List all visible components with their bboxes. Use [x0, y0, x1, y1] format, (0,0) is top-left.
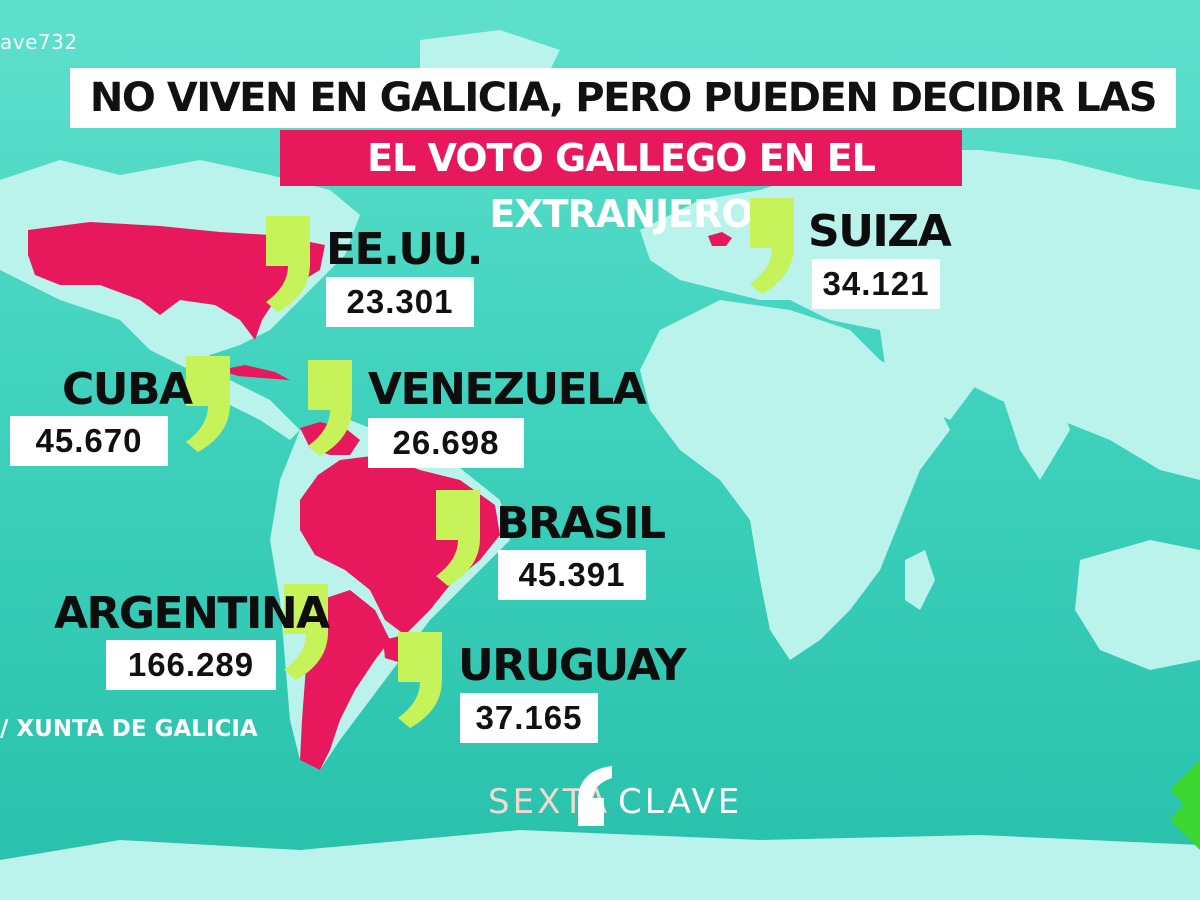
country-value-brazil: 45.391 [498, 550, 646, 600]
country-name-venezuela: VENEZUELA [368, 364, 647, 415]
highlight-switzerland [708, 232, 732, 246]
country-value-cuba: 45.670 [10, 416, 168, 466]
country-value-switzerland: 34.121 [812, 259, 940, 309]
hashtag-text: ave732 [0, 30, 78, 54]
headline-title: NO VIVEN EN GALICIA, PERO PUEDEN DECIDIR… [70, 68, 1176, 181]
land-australia [1075, 540, 1200, 670]
country-value-usa: 23.301 [326, 277, 474, 327]
country-name-cuba: CUBA [62, 364, 193, 415]
quote-mark-icon [266, 216, 310, 312]
country-name-argentina: ARGENTINA [54, 588, 330, 639]
quote-mark-icon [284, 584, 328, 680]
country-value-argentina: 166.289 [106, 640, 276, 690]
logo-quote-icon [578, 766, 612, 826]
country-name-usa: EE.UU. [326, 224, 484, 275]
corner-logo-icon [1170, 760, 1200, 850]
land-arabia [880, 330, 980, 420]
highlight-usa [28, 222, 325, 340]
quote-mark-icon [186, 356, 230, 452]
highlight-cuba [220, 365, 290, 380]
land-india [1000, 390, 1070, 480]
country-name-brazil: BRASIL [496, 498, 666, 549]
quote-mark-icon [436, 490, 480, 586]
sexta-clave-logo: SEXTA CLAVE [488, 760, 739, 830]
quote-mark-icon [398, 632, 442, 728]
land-antarctica [0, 830, 1200, 900]
land-africa [640, 300, 950, 660]
country-value-uruguay: 37.165 [460, 693, 598, 743]
country-name-uruguay: URUGUAY [458, 640, 687, 691]
logo-clave-text: CLAVE [618, 782, 743, 822]
quote-mark-icon [308, 360, 352, 456]
land-madagascar [905, 550, 935, 610]
headline-subtitle: EL VOTO GALLEGO EN EL EXTRANJERO [280, 130, 962, 236]
country-value-venezuela: 26.698 [368, 418, 524, 468]
quote-mark-icon [750, 198, 794, 294]
source-credit: / XUNTA DE GALICIA [0, 716, 258, 742]
country-name-switzerland: SUIZA [808, 206, 952, 257]
